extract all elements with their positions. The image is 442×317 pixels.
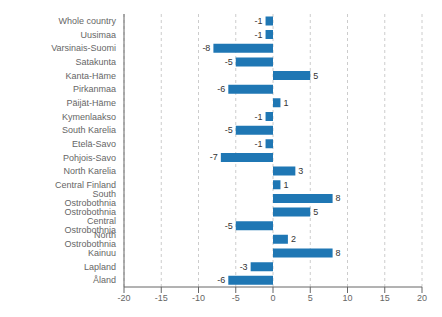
- svg-text:-7: -7: [210, 152, 218, 162]
- svg-text:8: 8: [336, 193, 341, 203]
- svg-text:-5: -5: [225, 221, 233, 231]
- svg-text:-20: -20: [117, 293, 130, 303]
- svg-text:Varsinais-Suomi: Varsinais-Suomi: [51, 43, 116, 53]
- svg-text:Kanta-Häme: Kanta-Häme: [65, 71, 116, 81]
- svg-text:Etelä-Savo: Etelä-Savo: [72, 139, 116, 149]
- svg-text:8: 8: [336, 248, 341, 258]
- svg-text:Päijät-Häme: Päijät-Häme: [66, 98, 116, 108]
- svg-text:10: 10: [342, 293, 352, 303]
- svg-text:Satakunta: Satakunta: [75, 57, 116, 67]
- svg-text:-6: -6: [217, 275, 225, 285]
- svg-text:5: 5: [308, 293, 313, 303]
- svg-text:-1: -1: [255, 139, 263, 149]
- svg-text:-5: -5: [232, 293, 240, 303]
- svg-text:5: 5: [313, 207, 318, 217]
- svg-text:Central Finland: Central Finland: [55, 179, 116, 190]
- svg-text:Lapland: Lapland: [84, 262, 116, 272]
- svg-text:Pirkanmaa: Pirkanmaa: [73, 84, 116, 94]
- svg-text:Uusimaa: Uusimaa: [80, 30, 116, 40]
- svg-text:South Karelia: South Karelia: [62, 125, 116, 135]
- svg-text:-6: -6: [217, 84, 225, 94]
- svg-text:-3: -3: [240, 262, 248, 272]
- svg-text:5: 5: [313, 71, 318, 81]
- svg-text:1: 1: [283, 180, 288, 190]
- svg-text:North Karelia: North Karelia: [63, 166, 116, 176]
- svg-text:-10: -10: [192, 293, 205, 303]
- svg-text:-1: -1: [255, 30, 263, 40]
- svg-text:NorthOstrobothnia: NorthOstrobothnia: [64, 230, 116, 249]
- svg-text:1: 1: [283, 98, 288, 108]
- svg-text:2: 2: [291, 234, 296, 244]
- svg-text:-15: -15: [155, 293, 168, 303]
- svg-text:SouthOstrobothnia: SouthOstrobothnia: [64, 189, 116, 208]
- svg-text:Kainuu: Kainuu: [88, 248, 116, 258]
- html-text:Central: Central: [87, 216, 116, 227]
- svg-text:Ostrobothnia: Ostrobothnia: [64, 207, 116, 218]
- svg-text:20: 20: [417, 293, 427, 303]
- svg-text:0: 0: [270, 293, 275, 303]
- svg-text:Pohjois-Savo: Pohjois-Savo: [63, 153, 116, 163]
- svg-text:-1: -1: [255, 16, 263, 26]
- svg-text:3: 3: [298, 166, 303, 176]
- svg-text:15: 15: [380, 293, 390, 303]
- svg-text:-8: -8: [202, 43, 210, 53]
- svg-text:Kymenlaakso: Kymenlaakso: [62, 112, 116, 122]
- svg-text:-1: -1: [255, 112, 263, 122]
- svg-text:-5: -5: [225, 57, 233, 67]
- svg-text:Whole country: Whole country: [58, 16, 116, 26]
- svg-text:-5: -5: [225, 125, 233, 135]
- svg-text:Åland: Åland: [93, 275, 116, 285]
